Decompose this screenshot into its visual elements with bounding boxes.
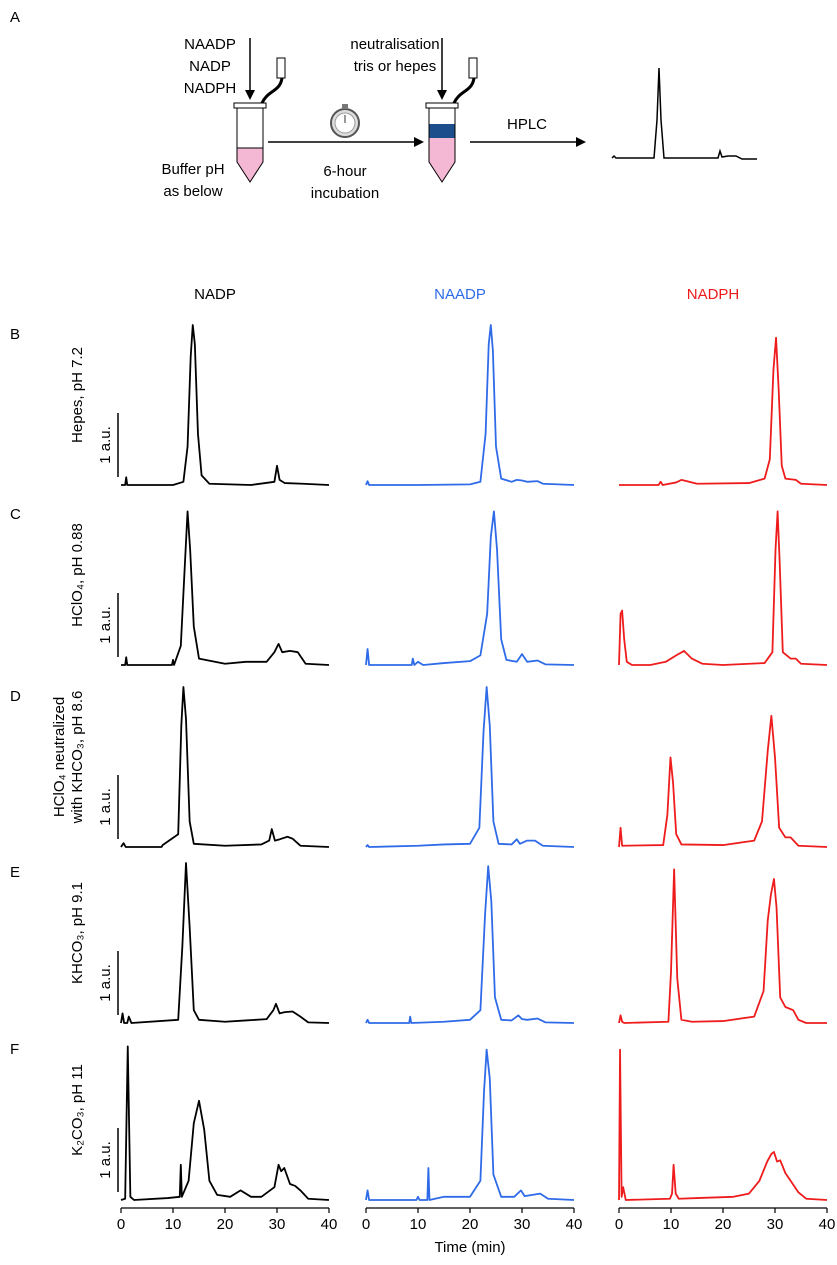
panel-letter: A	[10, 9, 20, 26]
scale-bar-label: 1 a.u.	[97, 606, 114, 644]
x-tick-label: 0	[362, 1216, 370, 1233]
x-tick-label: 0	[615, 1216, 623, 1233]
reagent: NAADP	[184, 36, 236, 53]
tube-lid	[468, 57, 478, 79]
trace	[120, 1045, 330, 1201]
panel-letter: E	[10, 864, 20, 881]
trace	[618, 1048, 828, 1201]
x-tick-label: 30	[269, 1216, 286, 1233]
neutralisation-text: tris or hepes	[354, 58, 437, 75]
column-title: NAADP	[434, 286, 486, 303]
x-tick-label: 40	[321, 1216, 338, 1233]
row-label: KHCO₃, pH 9.1	[69, 882, 86, 984]
panel-letter: B	[10, 326, 20, 343]
x-tick-label: 0	[117, 1216, 125, 1233]
incubation-text: incubation	[311, 185, 379, 202]
row-label: K₂CO₃, pH 11	[69, 1064, 86, 1156]
x-tick-label: 20	[217, 1216, 234, 1233]
panel-letter: D	[10, 688, 21, 705]
panel-letter: F	[10, 1041, 19, 1058]
reagent: NADPH	[184, 80, 237, 97]
row-label: HClO₄, pH 0.88	[69, 523, 86, 627]
tube-lid	[276, 57, 286, 79]
schematic: A NAADP NADP NADPH Buffer pH as below 6-…	[10, 9, 757, 202]
x-axis-label: Time (min)	[434, 1239, 505, 1256]
scale-bar-label: 1 a.u.	[97, 1141, 114, 1179]
tube-hinge	[452, 77, 476, 104]
trace	[121, 510, 330, 666]
buffer-fill	[429, 138, 455, 182]
arrow-head	[437, 90, 447, 100]
x-tick-label: 40	[819, 1216, 836, 1233]
trace	[365, 865, 575, 1024]
tube-hinge	[260, 77, 284, 104]
panel-letter: C	[10, 506, 21, 523]
trace	[121, 324, 330, 486]
column-title: NADPH	[687, 286, 740, 303]
scale-bar-label: 1 a.u.	[97, 964, 114, 1002]
arrow-head	[245, 90, 255, 100]
trace	[365, 686, 575, 848]
neutralisation-text: neutralisation	[350, 36, 439, 53]
example-trace	[611, 67, 757, 160]
reagent: NADP	[189, 58, 231, 75]
x-tick-label: 30	[767, 1216, 784, 1233]
tube	[428, 107, 456, 183]
x-tick-label: 40	[566, 1216, 583, 1233]
x-tick-label: 10	[410, 1216, 427, 1233]
buffer-fill	[237, 148, 263, 182]
stopwatch-button	[342, 104, 348, 109]
buffer-text: as below	[163, 183, 222, 200]
trace	[120, 686, 330, 848]
x-tick-label: 10	[165, 1216, 182, 1233]
x-tick-label: 30	[514, 1216, 531, 1233]
tube	[236, 107, 264, 183]
trace	[619, 336, 828, 486]
row-label: HClO₄ neutralized	[51, 697, 68, 817]
tube-cap	[233, 102, 267, 109]
x-tick-label: 10	[663, 1216, 680, 1233]
x-tick-label: 20	[715, 1216, 732, 1233]
arrow-head	[414, 137, 424, 147]
scale-bar-label: 1 a.u.	[97, 788, 114, 826]
tube-cap	[425, 102, 459, 109]
trace	[365, 324, 575, 486]
trace	[365, 1048, 575, 1201]
buffer-text: Buffer pH	[161, 161, 224, 178]
trace	[618, 714, 828, 848]
incubation-text: 6-hour	[323, 163, 366, 180]
neutraliser-fill	[429, 124, 455, 138]
x-tick-label: 20	[462, 1216, 479, 1233]
row-label: Hepes, pH 7.2	[69, 347, 86, 443]
arrow-head	[576, 137, 586, 147]
column-title: NADP	[194, 286, 236, 303]
hplc-text: HPLC	[507, 116, 547, 133]
row-label: with KHCO₃, pH 8.6	[69, 691, 86, 825]
trace	[365, 510, 575, 666]
trace	[618, 868, 827, 1024]
scale-bar-label: 1 a.u.	[97, 426, 114, 464]
trace	[120, 862, 330, 1024]
trace	[618, 510, 828, 666]
